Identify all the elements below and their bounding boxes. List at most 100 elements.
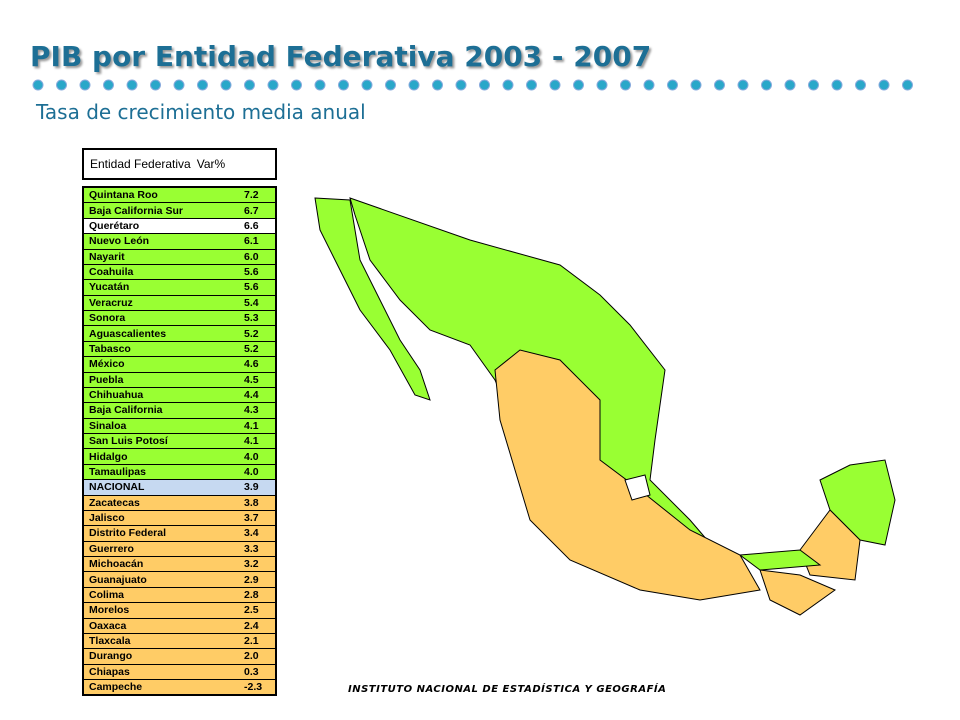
entity-name: Jalisco xyxy=(89,512,125,525)
entity-name: Nuevo León xyxy=(89,235,150,248)
bead xyxy=(855,79,866,91)
table-row: San Luis Potosí 4.1 xyxy=(84,434,275,450)
bead xyxy=(526,79,537,91)
bead xyxy=(643,79,655,91)
entity-name: Querétaro xyxy=(89,219,140,232)
growth-value: 5.4 xyxy=(244,296,259,309)
table-row: Puebla 4.5 xyxy=(84,372,275,388)
bead xyxy=(831,79,843,91)
table-row: Colima 2.8 xyxy=(84,587,275,604)
entity-name: San Luis Potosí xyxy=(89,435,168,448)
table-row: Sonora 5.3 xyxy=(84,311,275,327)
bead xyxy=(455,79,467,91)
entity-name: Michoacán xyxy=(89,558,144,571)
entity-name: NACIONAL xyxy=(89,481,145,494)
entity-name: Oaxaca xyxy=(89,619,127,632)
table-row: NACIONAL 3.9 xyxy=(84,480,275,496)
bead xyxy=(244,79,255,91)
subtitle: Tasa de crecimiento media anual xyxy=(36,100,366,124)
growth-value: 3.9 xyxy=(244,481,259,494)
entity-name: Chiapas xyxy=(89,665,130,678)
table-row: Chiapas 0.3 xyxy=(84,664,275,680)
bead xyxy=(79,79,91,91)
bead xyxy=(432,79,443,91)
table-row: México 4.6 xyxy=(84,357,275,373)
growth-value: 6.0 xyxy=(244,250,259,263)
column-header: Var% xyxy=(196,157,226,171)
growth-value: 4.0 xyxy=(244,465,259,478)
growth-value: 5.2 xyxy=(244,327,259,340)
entity-name: Zacatecas xyxy=(89,496,140,509)
entity-name: Tlaxcala xyxy=(89,635,131,648)
bead xyxy=(150,79,161,91)
growth-value: 2.0 xyxy=(244,650,259,663)
bead xyxy=(361,79,373,91)
bead xyxy=(56,79,67,91)
bead xyxy=(314,79,326,91)
table-row: Durango 2.0 xyxy=(84,649,275,665)
title: PIB por Entidad Federativa 2003 - 2007 xyxy=(30,40,652,73)
table-row: Tamaulipas 4.0 xyxy=(84,464,275,481)
table-row: Querétaro 6.6 xyxy=(84,218,275,235)
growth-value: 4.0 xyxy=(244,450,259,463)
growth-value: 2.1 xyxy=(244,635,259,648)
entity-name: Guerrero xyxy=(89,542,134,555)
table-row: Nayarit 6.0 xyxy=(84,249,275,265)
region xyxy=(494,349,761,601)
entity-name: Aguascalientes xyxy=(89,327,167,340)
entity-name: Hidalgo xyxy=(89,450,128,463)
table-row: Coahuila 5.6 xyxy=(84,264,275,281)
entity-name: Quintana Roo xyxy=(89,189,158,202)
bead xyxy=(714,79,725,91)
region xyxy=(314,197,431,401)
growth-value: 3.7 xyxy=(244,512,259,525)
growth-value: 4.5 xyxy=(244,373,259,386)
bead xyxy=(338,79,349,91)
bead xyxy=(620,79,631,91)
bead xyxy=(32,79,44,91)
bead xyxy=(808,79,819,91)
table-row: Michoacán 3.2 xyxy=(84,557,275,573)
growth-value: 2.9 xyxy=(244,573,259,586)
bead xyxy=(878,79,890,91)
entity-name: México xyxy=(89,358,125,371)
bead xyxy=(667,79,678,91)
table-row: Morelos 2.5 xyxy=(84,603,275,619)
table-row: Quintana Roo 7.2 xyxy=(84,188,275,204)
growth-value: 2.8 xyxy=(244,588,259,601)
growth-value: 6.7 xyxy=(244,204,259,217)
bead xyxy=(502,79,514,91)
bead xyxy=(596,79,608,91)
entity-name: Puebla xyxy=(89,373,124,386)
growth-value: 2.5 xyxy=(244,604,259,617)
growth-value: 3.3 xyxy=(244,542,259,555)
growth-value: 4.3 xyxy=(244,404,259,417)
table-row: Tlaxcala 2.1 xyxy=(84,633,275,650)
table-row: Aguascalientes 5.2 xyxy=(84,326,275,342)
entity-name: Sinaloa xyxy=(89,419,127,432)
table-header: Entidad Federativa Var% xyxy=(82,148,277,180)
table-row: Tabasco 5.2 xyxy=(84,341,275,358)
entity-name: Distrito Federal xyxy=(89,527,167,540)
bead xyxy=(173,79,185,91)
table-row: Guerrero 3.3 xyxy=(84,541,275,557)
entity-name: Durango xyxy=(89,650,133,663)
bead xyxy=(784,79,796,91)
growth-value: 6.6 xyxy=(244,219,259,232)
bead xyxy=(197,79,208,91)
growth-value: 5.2 xyxy=(244,342,259,355)
growth-value: 3.2 xyxy=(244,558,259,571)
bead xyxy=(761,79,772,91)
entity-name: Chihuahua xyxy=(89,389,144,402)
table-row: Yucatán 5.6 xyxy=(84,280,275,296)
bead xyxy=(126,79,138,91)
table: Quintana Roo 7.2 Baja California Sur 6.7 Que… xyxy=(82,186,277,697)
entity-name: Baja California Sur xyxy=(89,204,183,217)
table-row: Veracruz 5.4 xyxy=(84,295,275,311)
region xyxy=(759,569,837,616)
growth-value: 3.4 xyxy=(244,527,259,540)
table-row: Hidalgo 4.0 xyxy=(84,449,275,465)
entity-name: Baja California xyxy=(89,404,163,417)
